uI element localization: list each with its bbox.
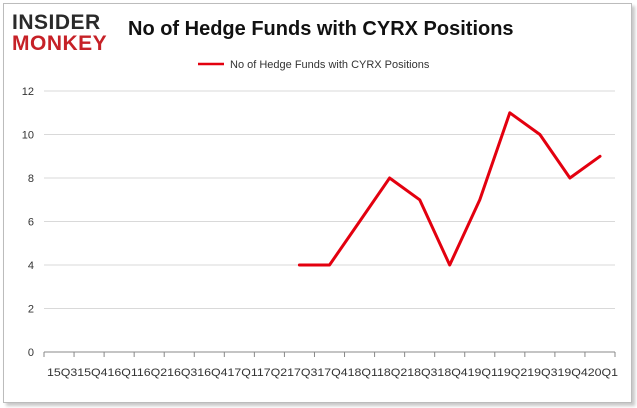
y-tick-label: 4 xyxy=(28,260,34,272)
insider-monkey-logo: INSIDER MONKEY xyxy=(12,12,122,56)
legend-label: No of Hedge Funds with CYRX Positions xyxy=(230,59,430,71)
y-tick-label: 6 xyxy=(28,217,34,229)
chart-title: No of Hedge Funds with CYRX Positions xyxy=(128,18,514,40)
y-tick-label: 8 xyxy=(28,173,34,185)
y-tick-label: 2 xyxy=(28,304,34,316)
y-tick-label: 10 xyxy=(22,130,34,142)
chart-frame: INSIDER MONKEY No of Hedge Funds with CY… xyxy=(3,3,632,403)
logo-text-top: INSIDER xyxy=(12,11,101,34)
series-line xyxy=(297,111,602,267)
logo-text-bottom: MONKEY xyxy=(12,32,108,55)
y-tick-label: 0 xyxy=(28,347,34,359)
y-tick-label: 12 xyxy=(22,86,34,98)
x-tick-labels: 15Q315Q416Q116Q216Q316Q417Q117Q217Q317Q4… xyxy=(47,367,618,379)
